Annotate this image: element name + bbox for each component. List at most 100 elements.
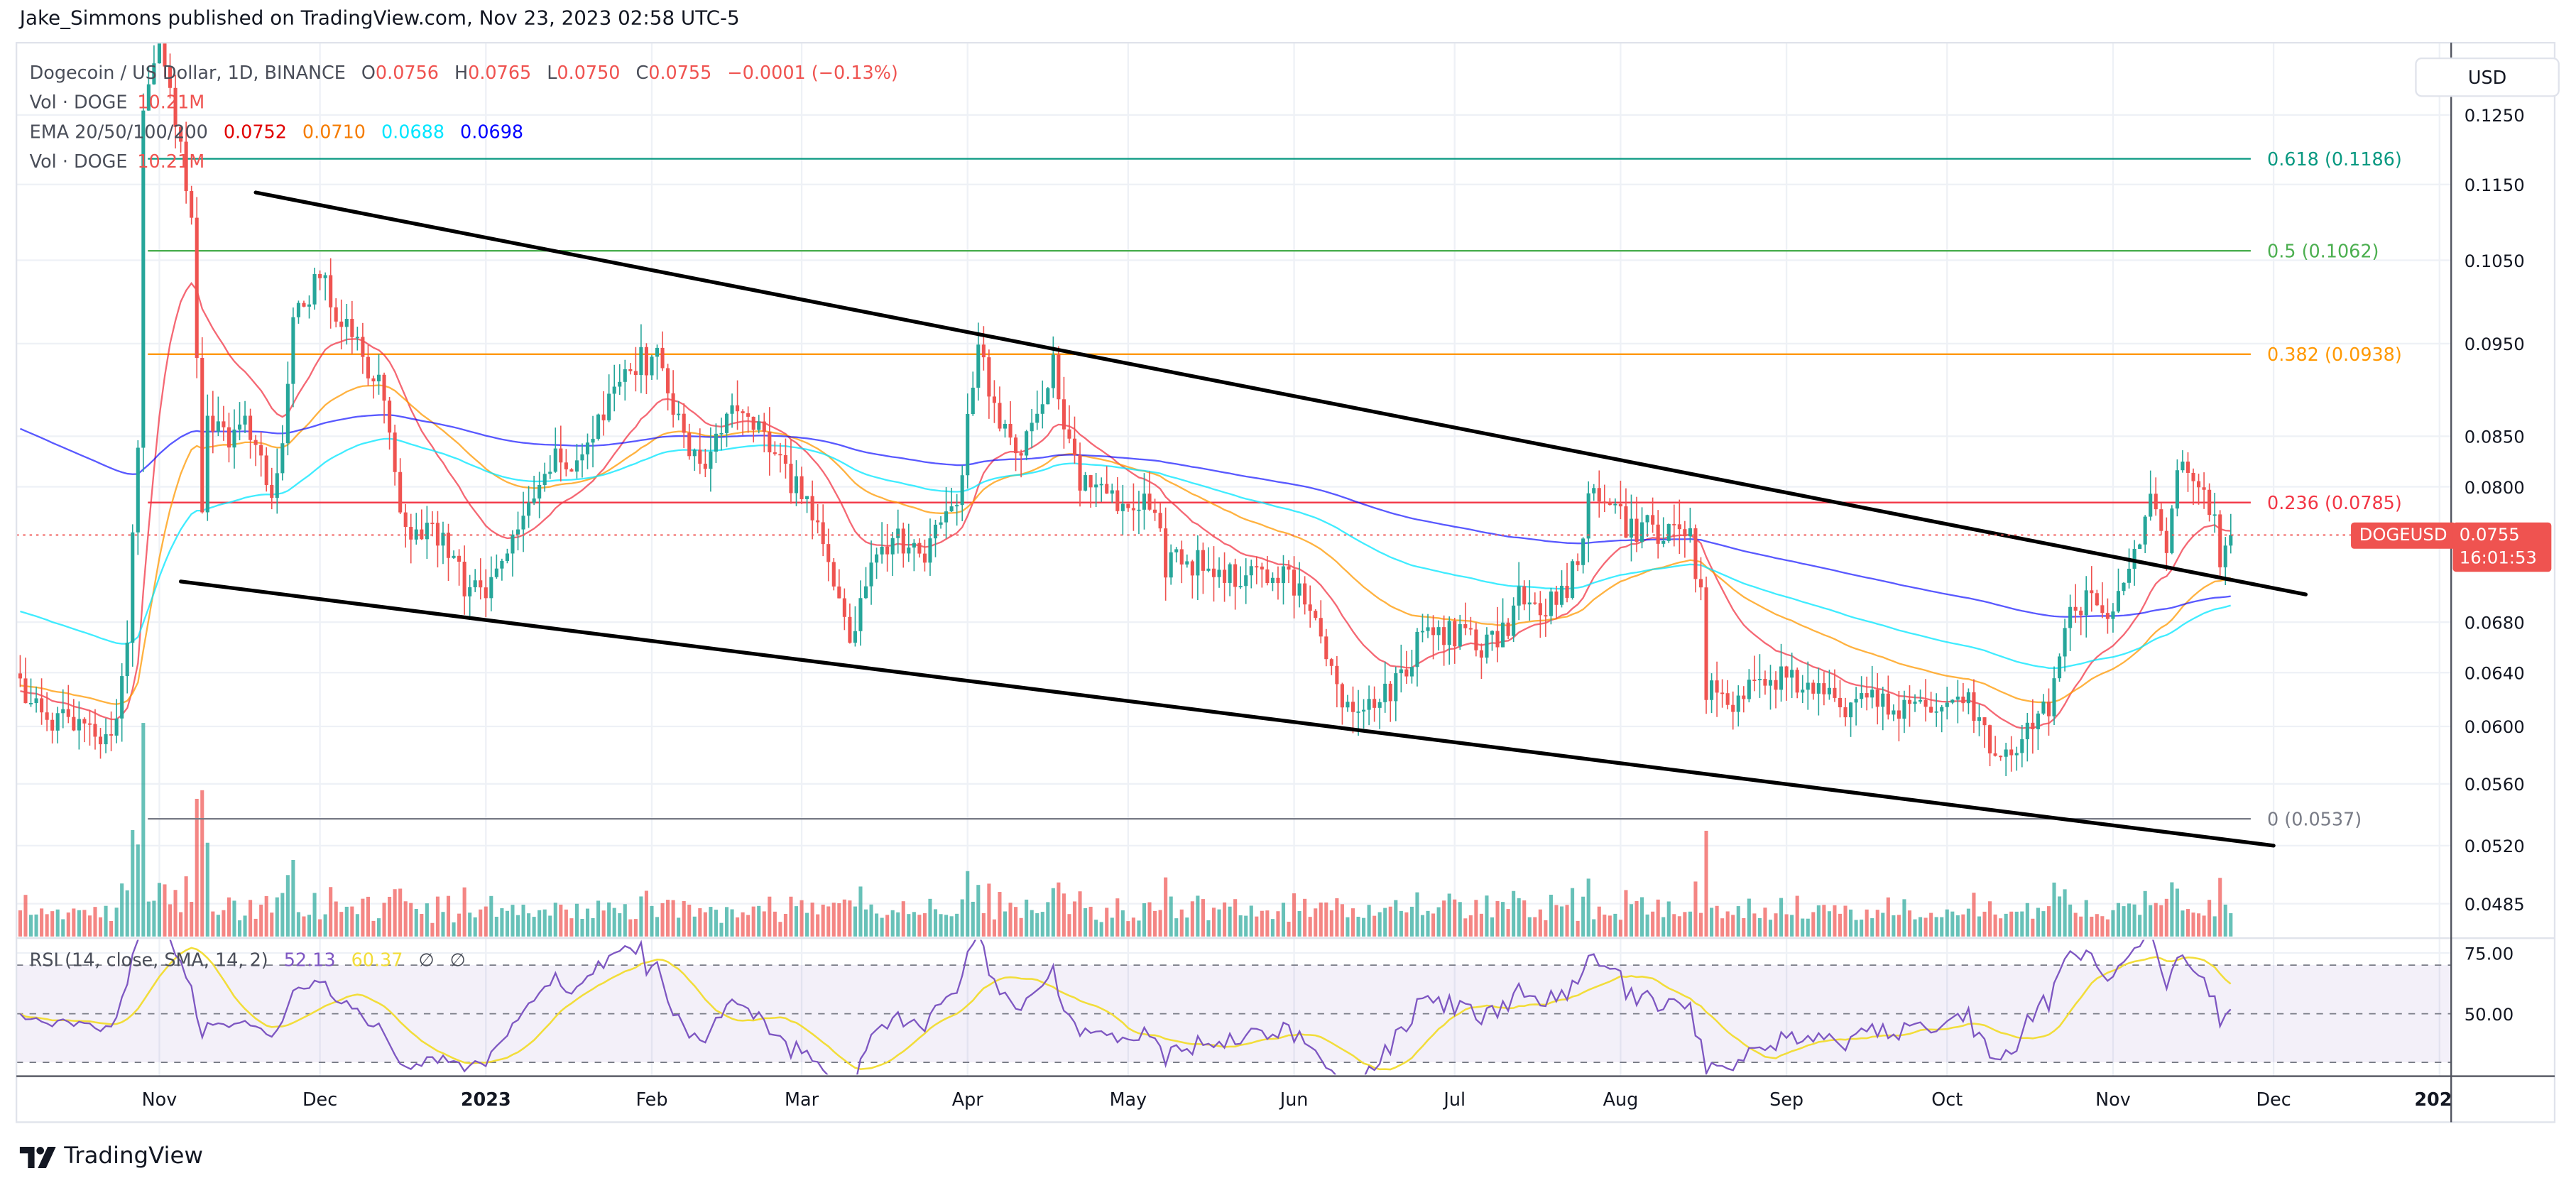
volume-bar [2127,903,2132,937]
candle-body [628,369,633,371]
candle-body [1731,704,1735,712]
volume-bar [1512,890,1516,937]
volume-bar [104,905,108,937]
candle [334,298,338,328]
volume-label-2[interactable]: Vol · DOGE [29,151,128,173]
ema-label[interactable]: EMA 20/50/100/200 [29,121,208,143]
candle [1185,554,1189,568]
volume-bar [1757,917,1762,937]
candle-body [542,474,547,485]
candle-body [222,421,226,427]
candle-body [141,110,146,448]
candle-body [1453,621,1457,647]
volume-bar [200,790,204,937]
candle [1158,503,1162,532]
volume-bar [848,900,852,937]
volume-bar [1051,888,1055,937]
volume-bar [1303,898,1307,937]
volume-bar [709,907,713,937]
volume-label[interactable]: Vol · DOGE [29,92,128,114]
candle-body [232,429,236,448]
candle-body [211,415,215,432]
candle [136,440,140,555]
tradingview-logo[interactable]: TradingView [19,1143,203,1170]
candle-body [329,275,333,307]
volume-bar [1356,917,1360,937]
candle [1827,670,1831,700]
volume-bar [1217,909,1221,937]
volume-bar [61,919,65,937]
candle-body [350,319,354,337]
candle-body [1319,618,1323,637]
currency-button[interactable]: USD [2415,57,2560,97]
volume-bar [270,912,274,937]
candle [302,300,306,307]
candle [489,556,493,611]
candle [2191,468,2195,506]
volume-bar [1693,881,1698,937]
trendlines[interactable] [178,190,2308,848]
rsi-label[interactable]: RSI (14, close, SMA, 14, 2) [29,949,268,971]
candle-body [1597,488,1601,502]
candle-body [1329,659,1333,666]
volume-bar [1576,920,1580,937]
candle-body [944,511,949,523]
candle-body [2116,591,2121,612]
candle [168,53,173,99]
volume-bar [2149,905,2153,937]
candle [907,523,911,562]
volume-bar [1394,900,1398,937]
volume-bar [157,883,161,937]
candle [1747,669,1751,703]
candle-body [1383,683,1387,702]
candle [190,185,194,225]
candle [505,548,509,564]
volume-bar [628,919,633,937]
candle-body [1367,699,1371,710]
candle [1843,697,1848,726]
volume-bar [1645,914,1649,937]
candle [1057,346,1061,410]
time-axis[interactable]: Nov Dec 2023 Feb Mar Apr May Jun Jul Aug Sep Oct Nov… [142,1089,2465,1111]
volume-bar [537,910,542,937]
candle [430,511,435,537]
volume-bar [896,912,900,937]
candle [409,513,413,564]
candle [441,521,445,565]
candle-body [270,484,274,498]
fib-level-label: 0 (0.0537) [2267,809,2362,830]
time-tick-label: Aug [1603,1089,1639,1111]
candle [730,393,734,428]
volume-bar [334,901,338,937]
volume-bar [1211,908,1216,937]
volume-bar [1281,903,1286,937]
volume-bar [2191,912,2195,937]
candle-body [1474,629,1478,650]
volume-bar [837,903,841,937]
volume-bar [2111,910,2115,937]
volume-bar [312,893,317,937]
rsi-line [19,939,2232,1075]
candle-body [1634,518,1639,543]
candle-body [1757,678,1762,680]
candle-body [1715,680,1719,693]
volume-bar [1088,906,1093,937]
candle [1377,698,1382,729]
candle-body [168,66,173,88]
candle-body [285,383,290,444]
fib-retracement[interactable]: 0.618 (0.1186) 0.5 (0.1062) 0.382 (0.0938)… [148,149,2402,830]
rsi-na-1: ∅ [418,949,435,971]
candle-body [1725,693,1730,705]
volume-bar [987,883,991,937]
candle-body [1350,702,1355,712]
candle-body [773,452,777,454]
symbol-title[interactable]: Dogecoin / US Dollar, 1D, BINANCE [29,62,346,85]
volume-bar [966,871,970,937]
volume-bar [1533,917,1537,937]
candle [1008,400,1013,445]
volume-bar [1634,900,1639,937]
volume-bar [1260,910,1264,937]
candle-body [1067,429,1071,439]
volume-bar [1913,919,1917,937]
